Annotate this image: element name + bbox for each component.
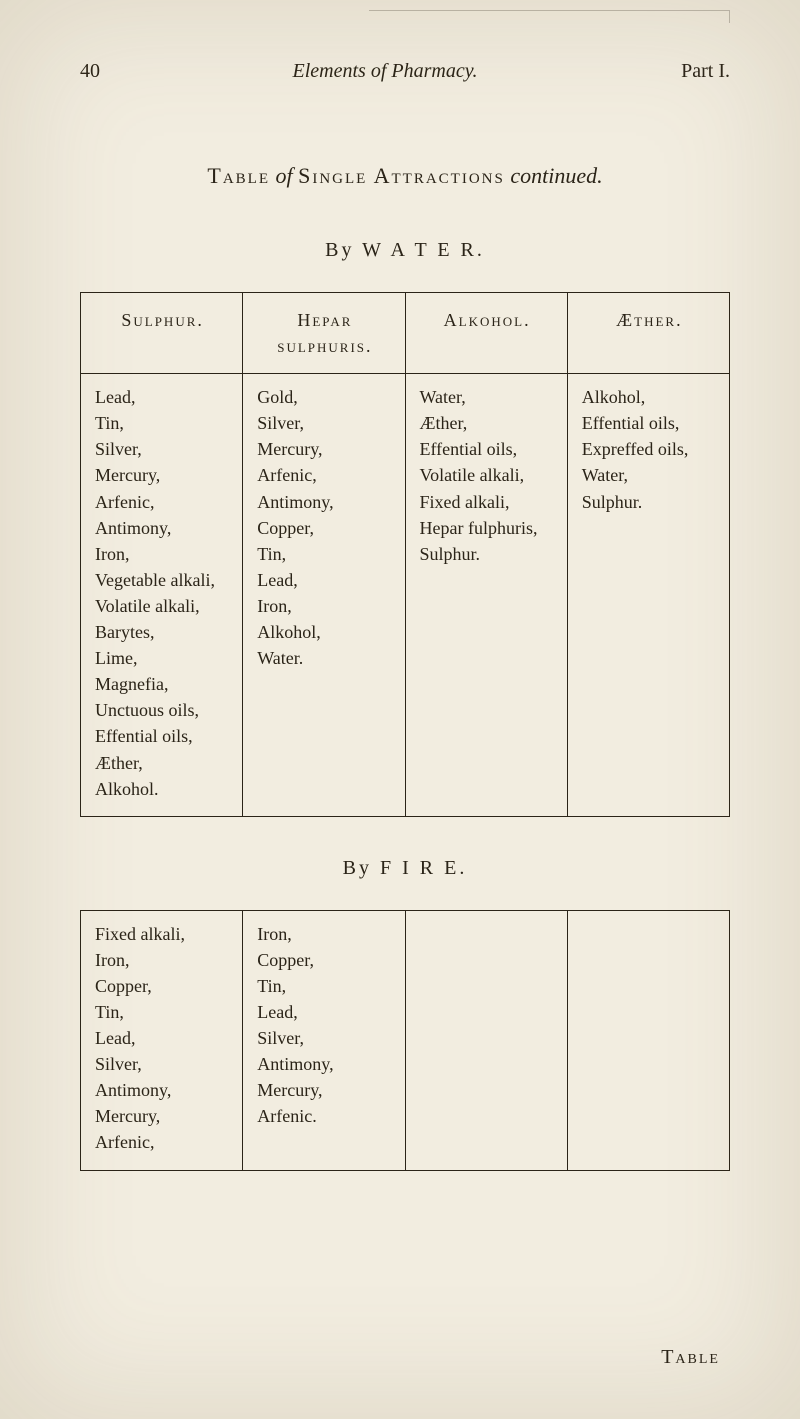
list-item: Tin,	[95, 999, 230, 1025]
list-item: Effential oils,	[420, 436, 555, 462]
list-item: Sulphur.	[420, 541, 555, 567]
list-item: Arfenic,	[95, 1129, 230, 1155]
list-item: Volatile alkali,	[95, 593, 230, 619]
list-item: Mercury,	[257, 1077, 392, 1103]
list-item: Silver,	[95, 436, 230, 462]
list-item: Water.	[257, 645, 392, 671]
by-fire-heading: By F I R E.	[80, 857, 730, 880]
list-item: Volatile alkali,	[420, 462, 555, 488]
list-item: Lime,	[95, 645, 230, 671]
part-number: Part I.	[630, 60, 730, 83]
list-item: Mercury,	[95, 462, 230, 488]
by-water-heading: By W A T E R.	[80, 239, 730, 262]
fire-table: Fixed alkali,Iron,Copper,Tin,Lead,Silver…	[80, 910, 730, 1171]
list-item: Æther,	[420, 410, 555, 436]
table-header-row: Sulphur. Hepar sulphuris. Alkohol. Æther…	[81, 293, 730, 374]
list-item: Unctuous oils,	[95, 697, 230, 723]
page: 40 Elements of Pharmacy. Part I. Table o…	[0, 0, 800, 1419]
list-item: Arfenic,	[257, 462, 392, 488]
table-row: Fixed alkali,Iron,Copper,Tin,Lead,Silver…	[81, 910, 730, 1170]
list-item: Lead,	[95, 1025, 230, 1051]
list-item: Gold,	[257, 384, 392, 410]
list-item: Vegetable alkali,	[95, 567, 230, 593]
list-item: Æther,	[95, 750, 230, 776]
list-item: Iron,	[257, 921, 392, 947]
list-item: Copper,	[257, 515, 392, 541]
list-item: Silver,	[257, 1025, 392, 1051]
list-item: Barytes,	[95, 619, 230, 645]
list-item: Fixed alkali,	[95, 921, 230, 947]
list-item: Magnefia,	[95, 671, 230, 697]
list-item: Expreffed oils,	[582, 436, 717, 462]
fire-col-1: Iron,Copper,Tin,Lead,Silver,Antimony,Mer…	[243, 910, 405, 1170]
water-table: Sulphur. Hepar sulphuris. Alkohol. Æther…	[80, 292, 730, 817]
list-item: Copper,	[95, 973, 230, 999]
list-item: Silver,	[95, 1051, 230, 1077]
list-item: Copper,	[257, 947, 392, 973]
col-header: Sulphur.	[81, 293, 243, 374]
col-header: Alkohol.	[405, 293, 567, 374]
list-item: Mercury,	[257, 436, 392, 462]
table-row: Lead,Tin,Silver,Mercury,Arfenic,Antimony…	[81, 374, 730, 817]
list-item: Iron,	[95, 947, 230, 973]
list-item: Mercury,	[95, 1103, 230, 1129]
list-item: Effential oils,	[582, 410, 717, 436]
list-item: Hepar fulphuris,	[420, 515, 555, 541]
water-col-3: Alkohol,Effential oils,Expreffed oils,Wa…	[567, 374, 729, 817]
list-item: Antimony,	[95, 515, 230, 541]
list-item: Antimony,	[257, 1051, 392, 1077]
list-item: Lead,	[257, 999, 392, 1025]
fire-col-2	[405, 910, 567, 1170]
water-col-2: Water,Æther,Effential oils,Volatile alka…	[405, 374, 567, 817]
list-item: Lead,	[257, 567, 392, 593]
list-item: Water,	[420, 384, 555, 410]
running-title: Elements of Pharmacy.	[140, 60, 630, 83]
table-title: Table of Single Attractions continued.	[80, 163, 730, 189]
water-col-0: Lead,Tin,Silver,Mercury,Arfenic,Antimony…	[81, 374, 243, 817]
list-item: Water,	[582, 462, 717, 488]
spacer	[80, 817, 730, 857]
list-item: Arfenic.	[257, 1103, 392, 1129]
title-of: of	[275, 163, 292, 188]
col-header: Æther.	[567, 293, 729, 374]
catchword: Table	[661, 1346, 720, 1369]
list-item: Iron,	[257, 593, 392, 619]
title-subject: Single Attractions	[298, 163, 505, 188]
list-item: Antimony,	[95, 1077, 230, 1103]
fire-col-0: Fixed alkali,Iron,Copper,Tin,Lead,Silver…	[81, 910, 243, 1170]
list-item: Effential oils,	[95, 723, 230, 749]
running-head: 40 Elements of Pharmacy. Part I.	[80, 60, 730, 83]
list-item: Silver,	[257, 410, 392, 436]
col-header: Hepar sulphuris.	[243, 293, 405, 374]
page-number: 40	[80, 60, 140, 83]
list-item: Alkohol,	[582, 384, 717, 410]
list-item: Tin,	[257, 541, 392, 567]
list-item: Fixed alkali,	[420, 489, 555, 515]
title-suffix: continued.	[510, 163, 602, 188]
water-col-1: Gold,Silver,Mercury,Arfenic,Antimony,Cop…	[243, 374, 405, 817]
list-item: Alkohol.	[95, 776, 230, 802]
list-item: Iron,	[95, 541, 230, 567]
list-item: Tin,	[95, 410, 230, 436]
list-item: Tin,	[257, 973, 392, 999]
list-item: Antimony,	[257, 489, 392, 515]
list-item: Lead,	[95, 384, 230, 410]
list-item: Sulphur.	[582, 489, 717, 515]
title-prefix: Table	[207, 163, 270, 188]
fire-col-3	[567, 910, 729, 1170]
list-item: Alkohol,	[257, 619, 392, 645]
list-item: Arfenic,	[95, 489, 230, 515]
